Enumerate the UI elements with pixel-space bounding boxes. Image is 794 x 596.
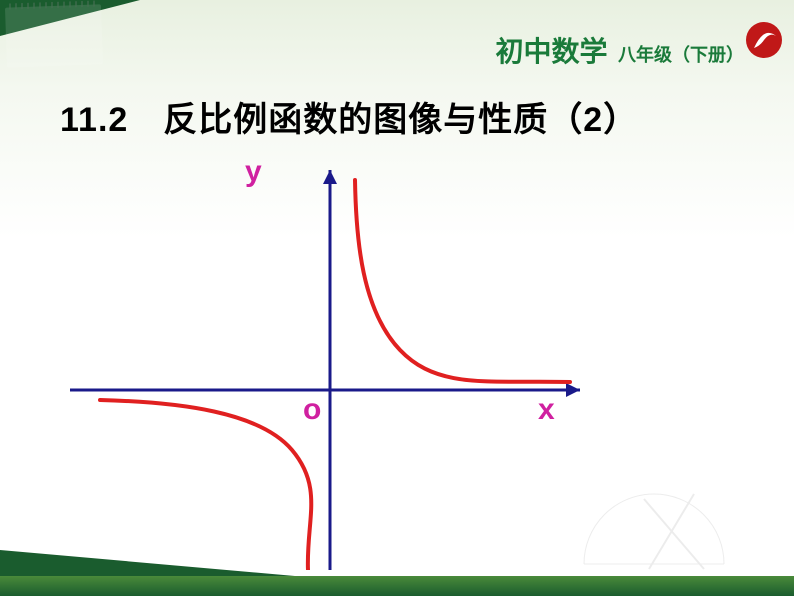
- curve-q3: [100, 400, 311, 570]
- x-axis-label: x: [538, 393, 555, 427]
- footer-bar: [0, 576, 794, 596]
- content-title: 11.2 反比例函数的图像与性质（2）: [60, 92, 638, 141]
- function-graph: [70, 150, 590, 570]
- slide: 初中数学 八年级（下册） 11.2 反比例函数的图像与性质（2） y o x: [0, 0, 794, 596]
- protractor-decoration: [574, 484, 754, 574]
- logo-icon: [742, 18, 786, 62]
- curve-q1: [355, 180, 570, 382]
- notebook-decoration: [5, 4, 103, 67]
- origin-label: o: [303, 393, 321, 427]
- x-axis-arrow: [566, 383, 580, 397]
- y-axis-arrow: [323, 170, 337, 184]
- header-sub-text: 八年级（下册）: [618, 45, 744, 65]
- header-main-text: 初中数学: [496, 36, 608, 67]
- y-axis-label: y: [245, 155, 262, 189]
- header-title: 初中数学 八年级（下册）: [496, 30, 744, 70]
